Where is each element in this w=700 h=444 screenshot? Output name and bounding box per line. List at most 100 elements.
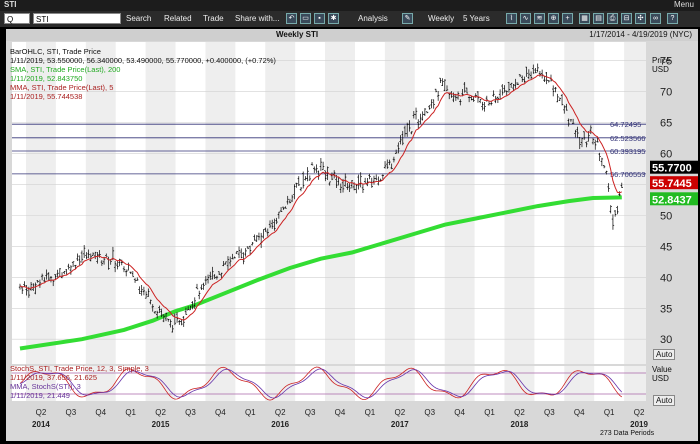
- ohlc-bar: [319, 157, 323, 171]
- search-button[interactable]: Search: [126, 14, 152, 23]
- ohlc-bar: [381, 174, 385, 181]
- ohlc-bar: [233, 256, 236, 259]
- ohlc-bar: [133, 278, 137, 283]
- save-icon[interactable]: ▪: [314, 13, 325, 24]
- ohlc-bar: [512, 84, 515, 92]
- trade-menu[interactable]: Trade: [203, 14, 224, 23]
- analysis-menu[interactable]: Analysis: [358, 14, 388, 23]
- mma-last-tag-bg: [650, 176, 698, 190]
- folder-icon[interactable]: ▭: [300, 13, 311, 24]
- stoch-auto-button[interactable]: Auto: [653, 395, 676, 406]
- grid-icon[interactable]: ▦: [579, 13, 590, 24]
- ohlc-bar: [620, 182, 623, 188]
- ohlc-bar: [605, 170, 608, 175]
- ohlc-bar: [361, 183, 365, 193]
- ohlc-bar: [169, 319, 172, 328]
- reference-line-label: 64.72495: [610, 120, 641, 129]
- ohlc-bar: [118, 258, 121, 267]
- ohlc-bar: [366, 178, 369, 187]
- ohlc-bar: [43, 277, 46, 282]
- ohlc-bar: [611, 214, 615, 230]
- ohlc-bar: [164, 312, 168, 322]
- price-auto-button[interactable]: Auto: [653, 349, 676, 360]
- ohlc-bar: [412, 111, 416, 119]
- quarter-band: [26, 42, 56, 364]
- ohlc-bar: [618, 191, 621, 197]
- ohlc-bar: [565, 103, 568, 111]
- pin-icon[interactable]: ✣: [635, 13, 646, 24]
- ohlc-bar: [521, 75, 524, 83]
- ohlc-bar: [178, 319, 181, 325]
- ohlc-bar: [313, 166, 316, 173]
- ohlc-bar: [71, 261, 75, 268]
- ohlc-bar: [392, 156, 396, 163]
- ohlc-bar: [89, 253, 92, 262]
- ohlc-bar: [186, 306, 190, 311]
- ohlc-bar: [282, 206, 285, 211]
- help-icon[interactable]: ?: [667, 13, 678, 24]
- ohlc-bar: [195, 283, 199, 290]
- link-icon[interactable]: ∞: [650, 13, 661, 24]
- ohlc-bar: [206, 274, 210, 284]
- ohlc-bar: [144, 291, 148, 299]
- price-currency-label: USD: [652, 65, 669, 74]
- stoch-legend-value: 1/11/2019, 37.656, 21.625: [10, 373, 98, 382]
- price-chart[interactable]: 64.72495 62.523566 60.393195 56.700553 30 35…: [6, 29, 698, 441]
- chart-type-icon[interactable]: ⌇: [506, 13, 517, 24]
- ohlc-bar: [209, 271, 212, 280]
- draw-icon[interactable]: ✎: [402, 13, 413, 24]
- ohlc-bar: [80, 250, 84, 263]
- ohlc-bar: [151, 304, 154, 312]
- ohlc-bar: [122, 266, 126, 273]
- value-label: Value: [652, 365, 672, 374]
- ohlc-bar: [242, 252, 245, 265]
- ohlc-bar: [421, 111, 424, 121]
- indicator-icon[interactable]: ∿: [520, 13, 531, 24]
- ohlc-bar: [235, 250, 239, 255]
- period-select[interactable]: Weekly: [428, 14, 455, 23]
- ohlc-bar: [67, 263, 70, 270]
- ohlc-bar: [534, 67, 537, 74]
- ohlc-bar: [100, 260, 104, 266]
- ohlc-bar: [74, 264, 77, 269]
- ohlc-bar: [450, 91, 453, 98]
- ohlc-bar: [543, 75, 546, 83]
- quarter-band: [85, 366, 116, 401]
- ohlc-bar: [264, 227, 267, 232]
- compare-icon[interactable]: ≋: [534, 13, 545, 24]
- toolbar: Q STI Search Related Trade Share with...…: [0, 11, 700, 27]
- settings-icon[interactable]: ✱: [328, 13, 339, 24]
- ohlc-bar: [441, 78, 444, 86]
- price-tick-label: 60: [660, 148, 672, 160]
- ohlc-bar: [432, 99, 435, 109]
- range-select[interactable]: 5 Years: [463, 14, 490, 23]
- ohlc-bar: [574, 129, 577, 138]
- symbol-input[interactable]: STI: [33, 13, 121, 24]
- undo-icon[interactable]: ↶: [286, 13, 297, 24]
- related-menu[interactable]: Related: [164, 14, 192, 23]
- quarter-label: Q3: [305, 408, 316, 417]
- layout-icon[interactable]: ▤: [593, 13, 604, 24]
- ohlc-bar: [78, 255, 81, 266]
- symbol-type-select[interactable]: Q: [4, 13, 30, 24]
- ohlc-bar: [386, 159, 389, 169]
- price-tick-label: 35: [660, 303, 672, 315]
- ohlc-bar: [204, 275, 208, 285]
- print-icon[interactable]: ⎙: [607, 13, 618, 24]
- share-menu[interactable]: Share with...: [235, 14, 280, 23]
- menu-button[interactable]: Menu: [673, 0, 694, 9]
- price-tick-label: 70: [660, 87, 672, 99]
- ohlc-bar: [355, 184, 358, 194]
- ohlc-bar: [394, 149, 398, 155]
- ohlc-bar: [461, 88, 464, 97]
- quarter-band: [504, 42, 535, 364]
- zoom-icon[interactable]: ⊕: [548, 13, 559, 24]
- ohlc-bar: [350, 180, 354, 189]
- ohlc-bar: [339, 183, 343, 194]
- ohlc-bar: [428, 104, 431, 110]
- ruler-icon[interactable]: ⊟: [621, 13, 632, 24]
- ohlc-bar: [410, 131, 413, 135]
- quarter-label: Q4: [454, 408, 465, 417]
- crosshair-icon[interactable]: +: [562, 13, 573, 24]
- ohlc-bar: [29, 282, 33, 291]
